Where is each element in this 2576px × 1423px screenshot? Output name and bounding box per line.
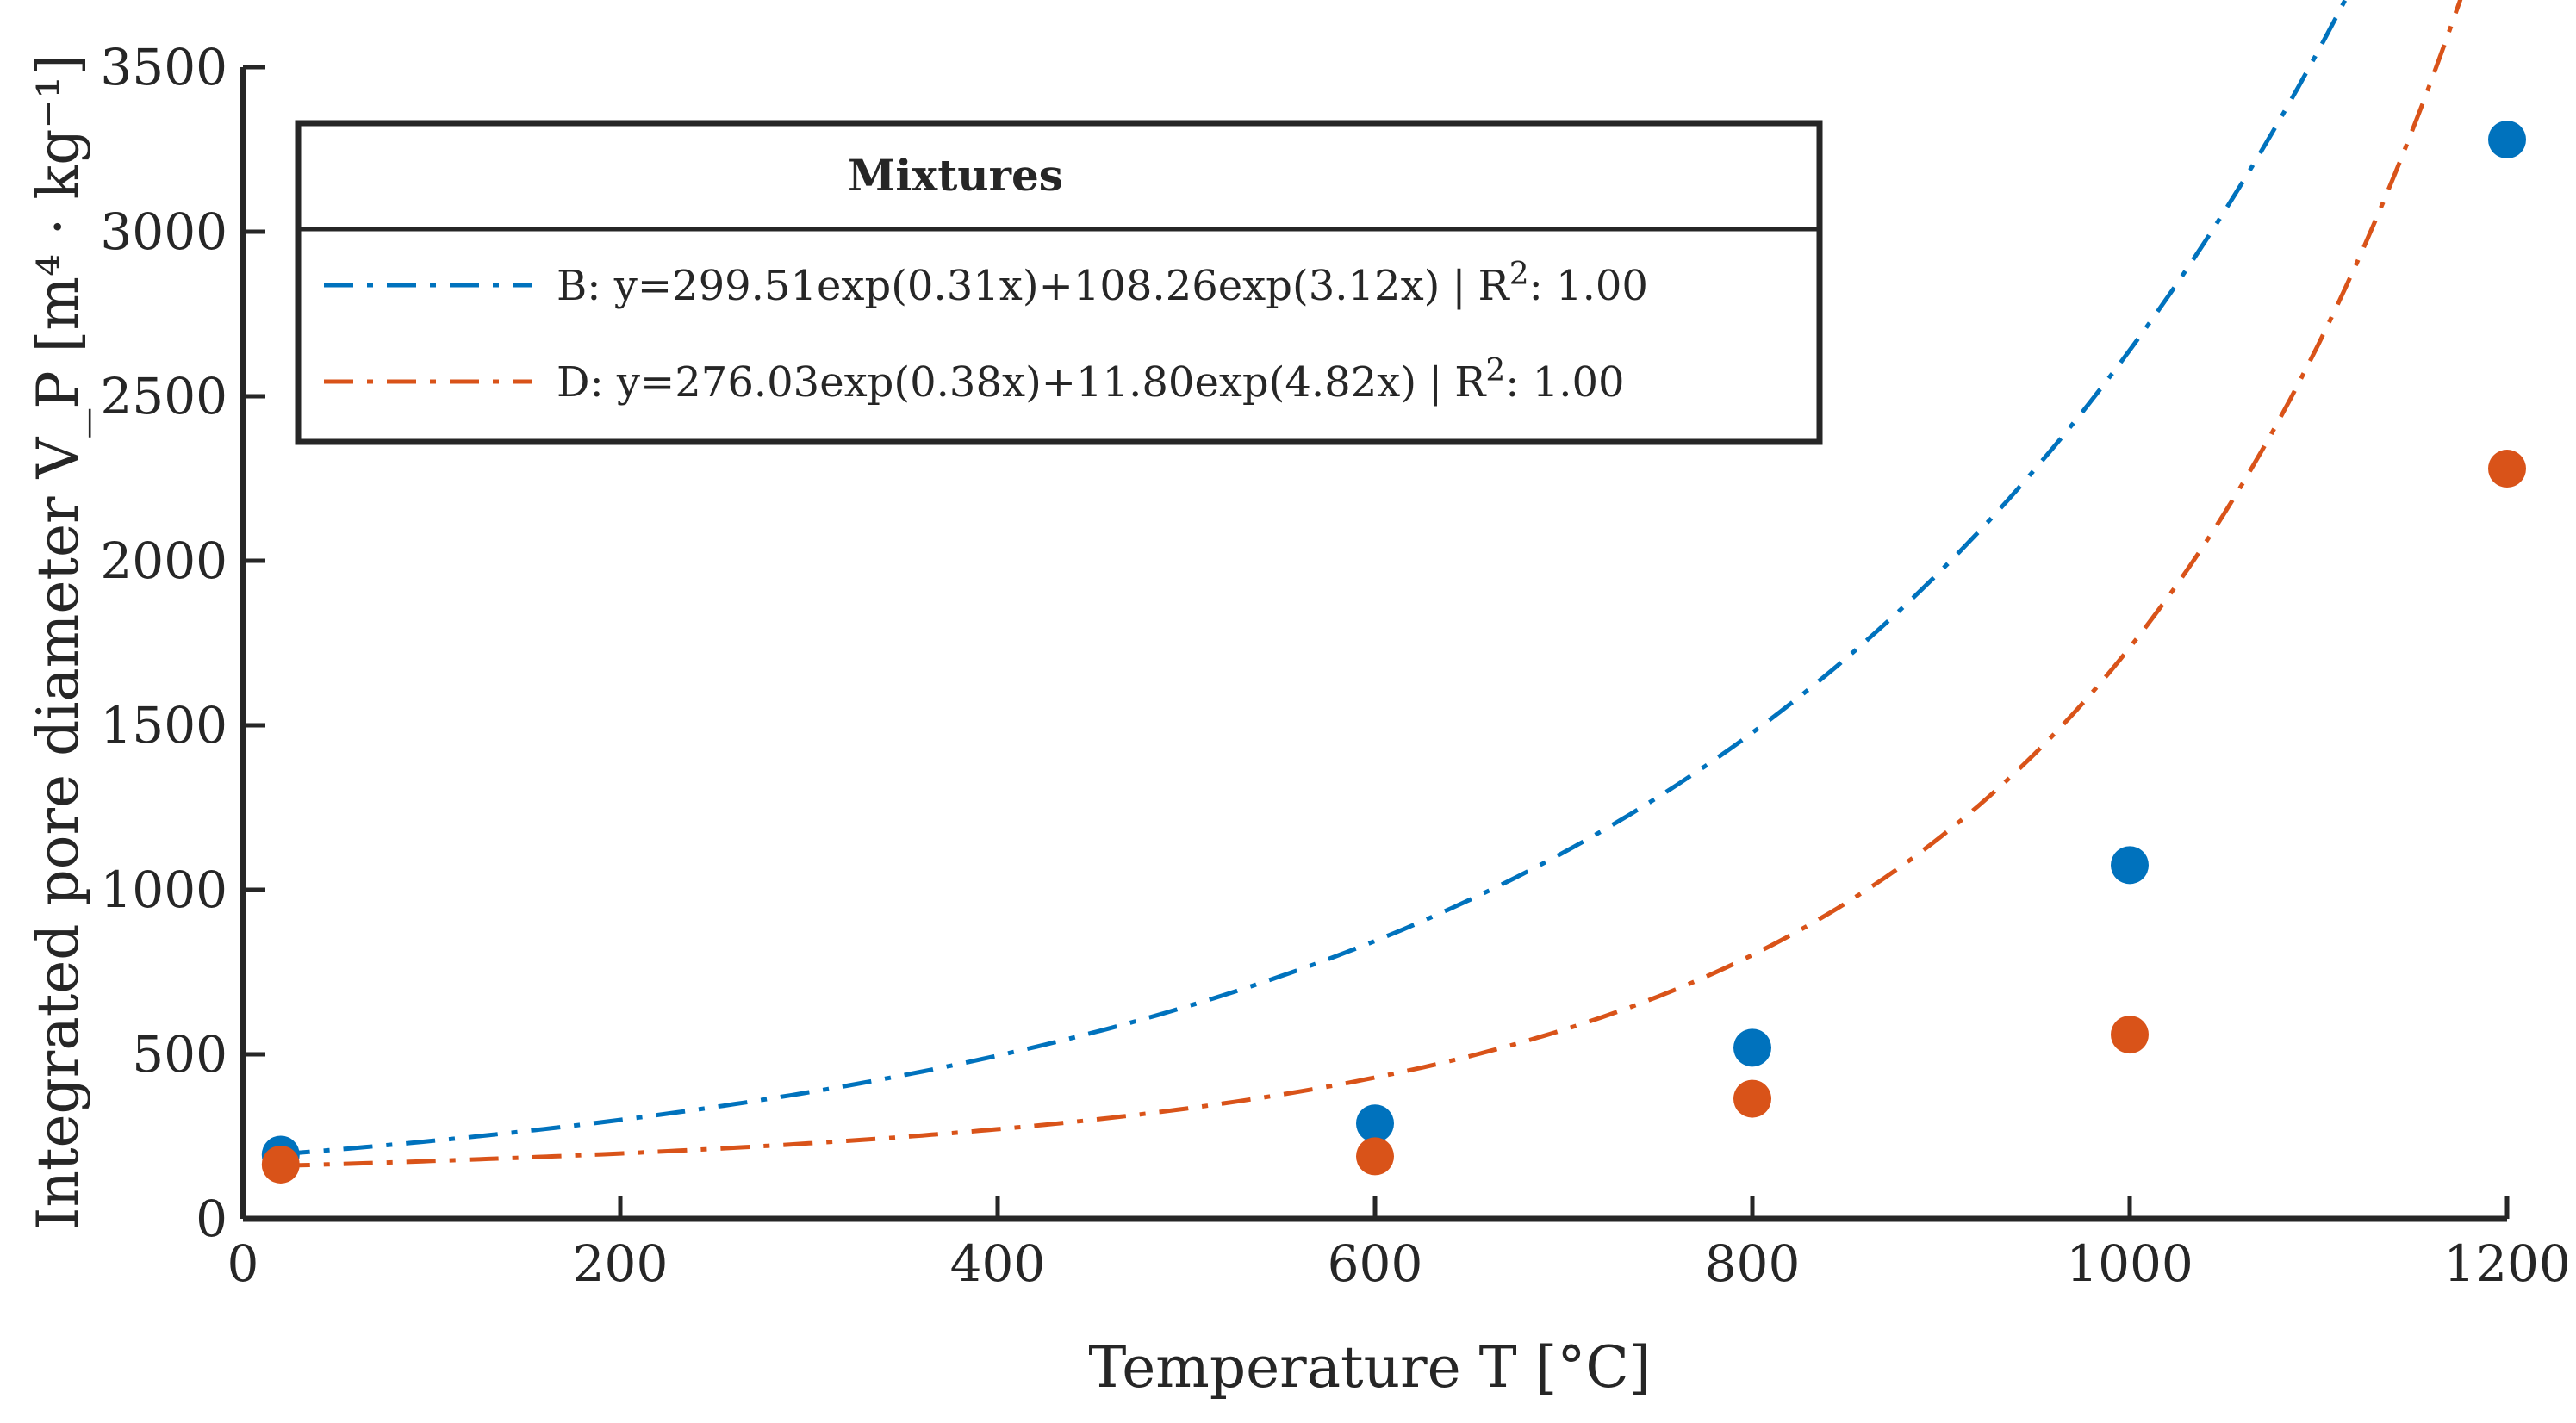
legend-entry-b: B: y=299.51exp(0.31x)+108.26exp(3.12x) | R… [557,257,1648,310]
fit-curve-b [280,0,2348,1157]
legend-box [295,120,1823,445]
fit-curve-d [280,0,2463,1168]
legend-entry-d: D: y=276.03exp(0.38x)+11.80exp(4.82x) | R2… [557,353,1625,407]
y-tick-label: 3000 [100,202,227,261]
data-point-b [1356,1104,1394,1143]
legend-equation: D: y=276.03exp(0.38x)+11.80exp(4.82x) [557,358,1416,407]
legend-separator: | [1452,262,1465,310]
legend-r2-label: R [1454,358,1487,407]
legend-title: Mixtures [848,150,1063,201]
data-point-d [2111,1016,2149,1054]
data-point-b [2111,846,2149,885]
data-point-d [1733,1079,1771,1118]
y-tick-label: 0 [196,1190,227,1248]
data-point-b [2488,121,2526,159]
legend-r2-value: : 1.00 [1505,358,1624,407]
y-tick-label: 500 [132,1025,227,1084]
y-tick-label: 2500 [100,367,227,426]
y-tick-label: 2000 [100,531,227,590]
data-point-b [1733,1028,1771,1067]
x-tick-label: 800 [1705,1234,1801,1293]
legend-r2-superscript: 2 [1509,257,1529,292]
y-tick-label: 1000 [100,861,227,919]
data-point-d [261,1145,300,1184]
x-tick-label: 0 [227,1234,259,1293]
x-axis-title: Temperature T [°C] [1088,1334,1651,1401]
data-point-d [1356,1137,1394,1176]
legend-separator: | [1428,358,1442,407]
y-tick-label: 3500 [100,38,227,96]
x-tick-label: 200 [573,1234,669,1293]
x-tick-label: 1000 [2066,1234,2193,1293]
legend-equation: B: y=299.51exp(0.31x)+108.26exp(3.12x) [557,262,1440,310]
y-axis-title: Integrated pore diameter V_P [m⁴ · kg⁻¹] [25,53,91,1229]
x-tick-label: 1200 [2443,1234,2571,1293]
plot-area [261,0,2526,1184]
legend-r2-label: R [1478,262,1511,310]
x-tick-label: 600 [1328,1234,1423,1293]
legend-r2-superscript: 2 [1485,353,1505,388]
x-tick-label: 400 [950,1234,1046,1293]
axes: 0 200 400 600 800 1000 1200 0 500 1000 1500 2000 250… [100,38,2570,1293]
y-tick-label: 1500 [100,696,227,755]
data-point-d [2488,450,2526,488]
legend-r2-value: : 1.00 [1529,262,1648,310]
legend: Mixtures B: y=299.51exp(0.31x)+108.26exp(… [295,120,1823,445]
